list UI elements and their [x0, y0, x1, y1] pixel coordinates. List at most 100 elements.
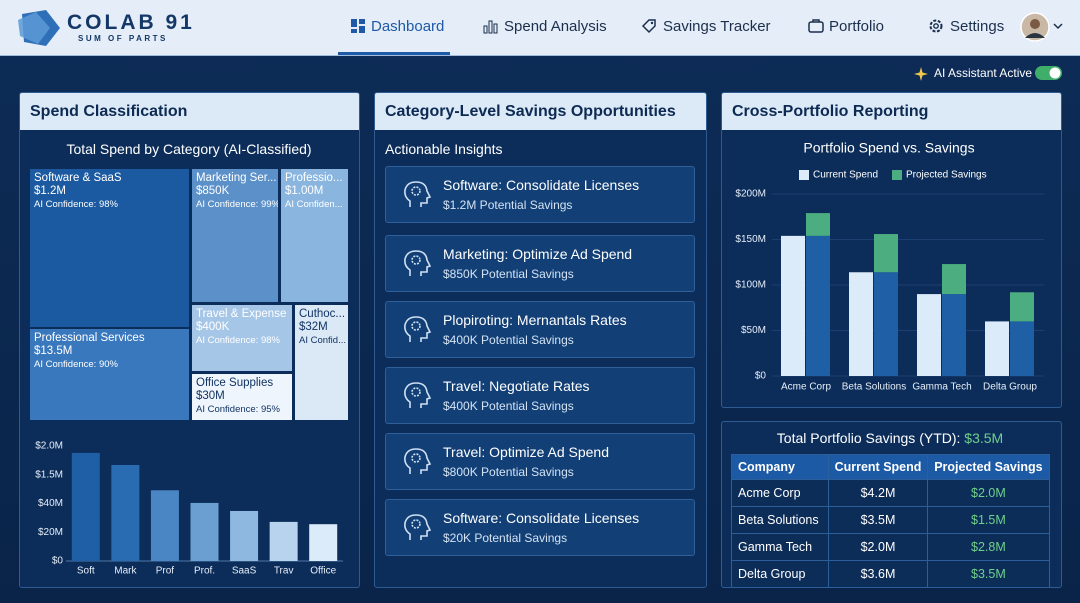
y-tick-label: $150M: [735, 234, 766, 245]
bar: [1010, 321, 1034, 376]
bar: [806, 235, 830, 376]
x-tick-label: Acme Corp: [781, 382, 831, 393]
tile-name: Professio...: [285, 172, 343, 184]
bar: [190, 502, 219, 561]
insight-card[interactable]: Travel: Negotiate Rates $400K Potential S…: [385, 367, 695, 424]
nav-item[interactable]: Portfolio: [829, 18, 885, 35]
y-tick-label: $0: [52, 556, 64, 567]
treemap-tile: Cuthoc... $32M AI Confid...: [294, 304, 349, 421]
x-tick-label: Beta Solutions: [842, 382, 907, 393]
tile-confidence: AI Confiden...: [285, 199, 343, 210]
nav-item[interactable]: Savings Tracker: [663, 18, 771, 35]
tile-name: Marketing Ser...: [196, 172, 277, 184]
brand: COLAB 91: [67, 11, 195, 34]
insight-detail: $20K Potential Savings: [443, 531, 568, 545]
chart-title: Portfolio Spend vs. Savings: [803, 140, 974, 156]
y-tick-label: $20M: [38, 527, 63, 538]
insight-card[interactable]: Software: Consolidate Licenses $1.2M Pote…: [385, 166, 695, 223]
y-tick-label: $100M: [735, 280, 766, 291]
y-tick-label: $1.5M: [35, 469, 63, 480]
x-tick-label: Prof.: [194, 566, 215, 577]
table-cell: $1.5M: [926, 506, 1051, 534]
nav-icon: [929, 19, 943, 33]
table-cell: Beta Solutions: [730, 506, 830, 534]
x-tick-label: Mark: [114, 566, 137, 577]
bar: [917, 294, 941, 376]
y-tick-label: $200M: [735, 189, 766, 200]
active-indicator: [338, 52, 450, 55]
x-tick-label: Soft: [77, 566, 95, 577]
insight-icon: [404, 382, 432, 408]
table-cell: $3.5M: [926, 560, 1051, 588]
insight-icon: [404, 514, 432, 540]
treemap-tile: Travel & Expense $400K AI Confidence: 98%: [191, 304, 293, 372]
treemap-title: Total Spend by Category (AI-Classified): [66, 141, 312, 157]
insight-card[interactable]: Software: Consolidate Licenses $20K Poten…: [385, 499, 695, 556]
bar-segment: [874, 234, 898, 273]
nav-item[interactable]: Spend Analysis: [504, 18, 607, 35]
tile-confidence: AI Confidence: 90%: [34, 359, 118, 370]
bar: [150, 490, 179, 561]
tile-name: Office Supplies: [196, 377, 274, 389]
table-cell: $4.2M: [828, 479, 928, 507]
insight-icon: [404, 181, 432, 207]
section-subtitle: Actionable Insights: [385, 141, 503, 157]
summary-total: $3.5M: [964, 430, 1004, 446]
insight-card[interactable]: Travel: Optimize Ad Spend $800K Potential…: [385, 433, 695, 490]
logo: [18, 10, 60, 46]
tile-confidence: AI Confidence: 95%: [196, 404, 280, 415]
bar-segment: [806, 213, 830, 236]
insight-title: Travel: Negotiate Rates: [443, 378, 590, 394]
tile-confidence: AI Confid...: [299, 335, 346, 346]
insight-title: Travel: Optimize Ad Spend: [443, 444, 610, 460]
bar: [985, 321, 1009, 376]
nav-item[interactable]: Settings: [950, 18, 1005, 35]
table-row: Beta Solutions $3.5M $1.5M: [730, 506, 1051, 534]
panel-title: Cross-Portfolio Reporting: [722, 93, 1061, 130]
legend-swatch: [892, 170, 902, 180]
ai-toggle[interactable]: [1035, 65, 1063, 81]
insight-icon: [404, 316, 432, 342]
table-cell: Delta Group: [730, 560, 830, 588]
y-tick-label: $0: [755, 371, 767, 382]
summary-label: Total Portfolio Savings (YTD):: [776, 430, 961, 446]
insight-icon: [404, 448, 432, 474]
table-cell: Acme Corp: [730, 479, 830, 507]
nav-icon: [351, 19, 365, 33]
treemap-tile: Marketing Ser... $850K AI Confidence: 99%: [191, 168, 279, 303]
insight-card[interactable]: Plopiroting: Mernantals Rates $400K Poten…: [385, 301, 695, 358]
legend-label: Current Spend: [813, 170, 878, 181]
x-tick-label: Trav: [274, 566, 294, 577]
tile-confidence: AI Confidence: 99%: [196, 199, 279, 210]
table-cell: $3.6M: [828, 560, 928, 588]
tile-confidence: AI Confidence: 98%: [196, 335, 280, 346]
bar: [71, 452, 100, 561]
treemap-tile: Professional Services $13.5M AI Confidence…: [29, 328, 190, 421]
user-avatar[interactable]: [1020, 12, 1066, 42]
tagline: SUM OF PARTS: [78, 34, 168, 43]
insight-detail: $400K Potential Savings: [443, 333, 574, 347]
table-cell: Gamma Tech: [730, 533, 830, 561]
tile-name: Professional Services: [34, 332, 145, 344]
insight-card[interactable]: Marketing: Optimize Ad Spend $850K Potent…: [385, 235, 695, 292]
bar: [874, 272, 898, 376]
x-tick-label: Delta Group: [983, 382, 1037, 393]
ai-icon: [914, 67, 928, 81]
nav-item[interactable]: Dashboard: [371, 18, 445, 35]
tile-name: Travel & Expense: [196, 308, 287, 320]
tile-name: Software & SaaS: [34, 172, 122, 184]
table-row: Acme Corp $4.2M $2.0M: [730, 479, 1051, 507]
insight-detail: $1.2M Potential Savings: [443, 198, 573, 212]
table-row: Gamma Tech $2.0M $2.8M: [730, 533, 1051, 561]
bar: [269, 521, 298, 561]
x-tick-label: Gamma Tech: [912, 382, 971, 393]
y-tick-label: $50M: [741, 325, 766, 336]
insight-detail: $400K Potential Savings: [443, 399, 574, 413]
legend-swatch: [799, 170, 809, 180]
insight-detail: $850K Potential Savings: [443, 267, 574, 281]
bar-segment: [1010, 292, 1034, 322]
x-tick-label: Office: [310, 566, 336, 577]
bar-segment: [942, 264, 966, 295]
